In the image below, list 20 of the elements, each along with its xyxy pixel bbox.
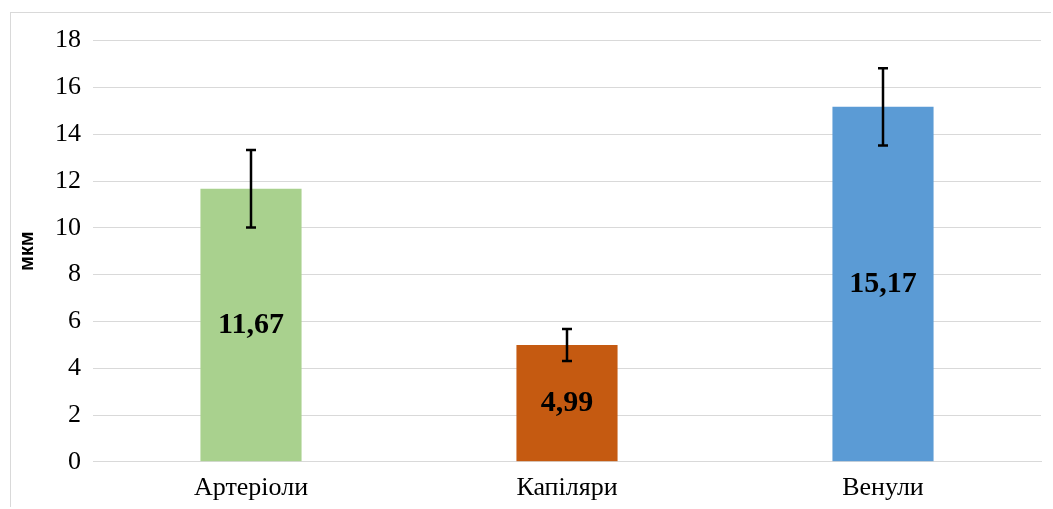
y-tick-label: 14 <box>55 118 81 148</box>
x-tick-label: Капіляри <box>516 472 618 502</box>
data-label: 15,17 <box>849 264 917 298</box>
data-label: 4,99 <box>540 383 594 417</box>
y-tick-label: 16 <box>55 71 81 101</box>
y-tick-label: 18 <box>55 24 81 54</box>
x-tick-label: Венули <box>842 472 924 502</box>
y-tick-label: 10 <box>55 211 81 241</box>
y-tick-label: 12 <box>55 164 81 194</box>
y-tick-label: 0 <box>68 445 81 475</box>
y-tick-label: 8 <box>68 258 81 288</box>
bar <box>832 106 934 462</box>
bar <box>200 188 302 462</box>
y-axis-title: мкм <box>14 231 37 271</box>
x-tick-label: Артеріоли <box>193 472 309 502</box>
bar <box>516 345 618 462</box>
data-label: 11,67 <box>218 305 284 339</box>
y-tick-label: 6 <box>68 305 81 335</box>
y-tick-label: 4 <box>68 352 81 382</box>
y-tick-label: 2 <box>68 398 81 428</box>
